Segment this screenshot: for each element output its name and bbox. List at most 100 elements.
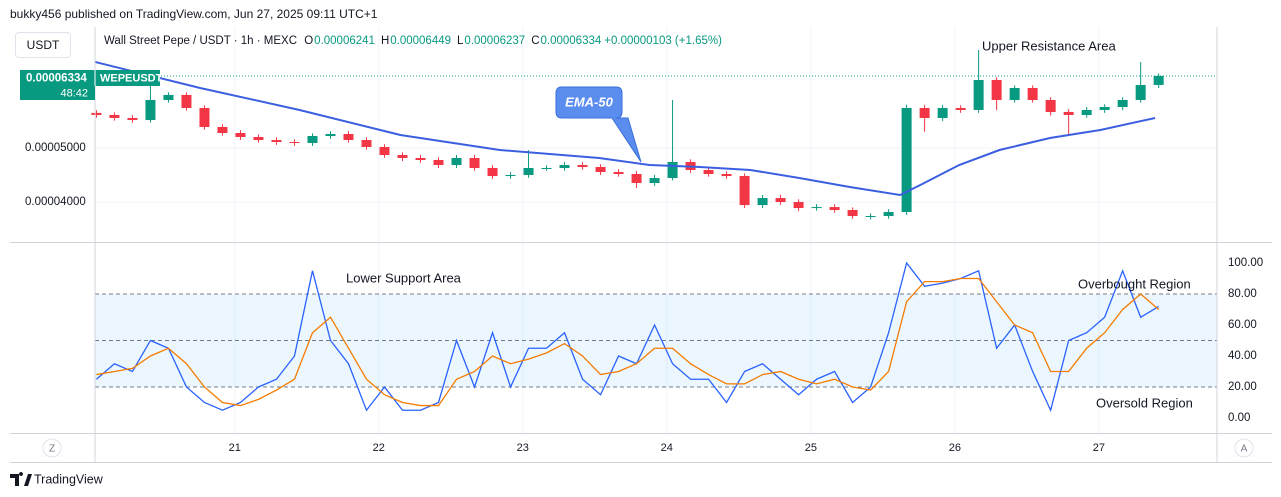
candle-body <box>181 94 192 108</box>
candle-body <box>217 126 228 133</box>
x-tick-label: 22 <box>373 442 385 454</box>
candle-body <box>235 132 246 137</box>
ema-line <box>94 60 1156 197</box>
candle-body <box>739 176 750 206</box>
symbol: Wall Street Pepe / USDT · 1h · MEXC <box>104 35 298 47</box>
annotation: Overbought Region <box>1078 276 1191 291</box>
y-tick-label: 100.00 <box>1228 257 1263 269</box>
candle-body <box>163 94 174 100</box>
candle-body <box>487 167 498 177</box>
button-label[interactable]: Z <box>49 444 55 455</box>
candle-body <box>775 198 786 203</box>
y-tick-label: 0.00004000 <box>25 196 86 208</box>
candle-body <box>991 79 1002 100</box>
y-tick-label: 20.00 <box>1228 381 1257 393</box>
legend-label: C <box>531 35 540 47</box>
candle-body <box>433 159 444 166</box>
candle-body <box>829 207 840 211</box>
candle-body <box>451 157 462 166</box>
candle-body <box>865 216 876 218</box>
price-label-box <box>20 70 160 86</box>
candle-body <box>559 165 570 168</box>
candle-body <box>721 173 732 177</box>
button-label[interactable]: A <box>1241 444 1248 455</box>
candle-body <box>1081 109 1092 115</box>
legend-label: H <box>380 35 390 47</box>
candle-body <box>595 167 606 172</box>
candle-body <box>919 107 930 118</box>
price-label-box <box>20 86 95 100</box>
candle-body <box>199 107 210 127</box>
candle-body <box>955 107 966 110</box>
last-price: 0.00006334 <box>26 73 87 85</box>
legend: Wall Street Pepe / USDT · 1h · MEXC O0.0… <box>104 35 728 47</box>
annotation: Lower Support Area <box>346 270 462 285</box>
brand: TradingView <box>34 472 104 486</box>
candle-body <box>325 134 336 137</box>
publisher: bukky456 published on TradingView.com, J… <box>10 7 378 21</box>
candle-body <box>793 202 804 209</box>
rsi-band <box>95 293 1217 387</box>
currency-button[interactable]: USDT <box>15 32 71 58</box>
x-tick-label: 24 <box>661 442 673 454</box>
y-tick-label: 80.00 <box>1228 288 1257 300</box>
candle-body <box>1135 84 1146 100</box>
x-tick-label: 25 <box>805 442 817 454</box>
button[interactable] <box>1234 438 1254 458</box>
candle-body <box>307 136 318 143</box>
candle-body <box>703 169 714 174</box>
legend-label: O <box>304 35 314 47</box>
candle-body <box>1117 99 1128 108</box>
annotation: Upper Resistance Area <box>982 38 1116 53</box>
candle-body <box>343 134 354 141</box>
candle-body <box>973 79 984 110</box>
legend-value: 0.00006334 <box>540 35 602 47</box>
candle-body <box>613 171 624 174</box>
candle-body <box>883 212 894 217</box>
y-tick-label: 0.00 <box>1228 412 1250 424</box>
candle-body <box>415 157 426 160</box>
candle-body <box>1153 75 1164 85</box>
candle-body <box>1045 99 1056 112</box>
countdown: 48:42 <box>60 87 88 99</box>
ema-callout <box>555 86 642 163</box>
x-tick-label: 26 <box>949 442 961 454</box>
rsi-line <box>96 277 1160 407</box>
ticker: WEPEUSDT <box>100 72 163 84</box>
candle-body <box>469 157 480 168</box>
button[interactable] <box>42 438 62 458</box>
candle-body <box>109 114 120 118</box>
legend-value: 0.00006237 <box>464 35 526 47</box>
rsi-line <box>96 261 1160 413</box>
candle-body <box>847 210 858 217</box>
candle-body <box>379 146 390 156</box>
candle-body <box>1009 87 1020 100</box>
candle-body <box>937 107 948 118</box>
candle-body <box>1027 87 1038 100</box>
x-tick-label: 27 <box>1093 442 1105 454</box>
candle-body <box>1099 107 1110 110</box>
candle-body <box>649 178 660 184</box>
marks <box>91 49 1217 413</box>
candle-body <box>667 161 678 179</box>
candle-body <box>523 167 534 176</box>
candle-body <box>271 140 282 143</box>
candle-body <box>127 117 138 120</box>
y-tick-label: 0.00005000 <box>25 142 86 154</box>
legend-value: +0.00000103 (+1.65%) <box>604 35 722 47</box>
candle-body <box>91 112 102 115</box>
legend-value: 0.00006449 <box>390 35 452 47</box>
candle-body <box>541 167 552 169</box>
candle-body <box>289 142 300 144</box>
candle-body <box>901 107 912 213</box>
candle-body <box>811 207 822 209</box>
x-tick-label: 23 <box>517 442 529 454</box>
legend-value: 0.00006241 <box>314 35 375 47</box>
candle-body <box>577 165 588 168</box>
candle-body <box>631 173 642 184</box>
candle-body <box>505 175 516 177</box>
